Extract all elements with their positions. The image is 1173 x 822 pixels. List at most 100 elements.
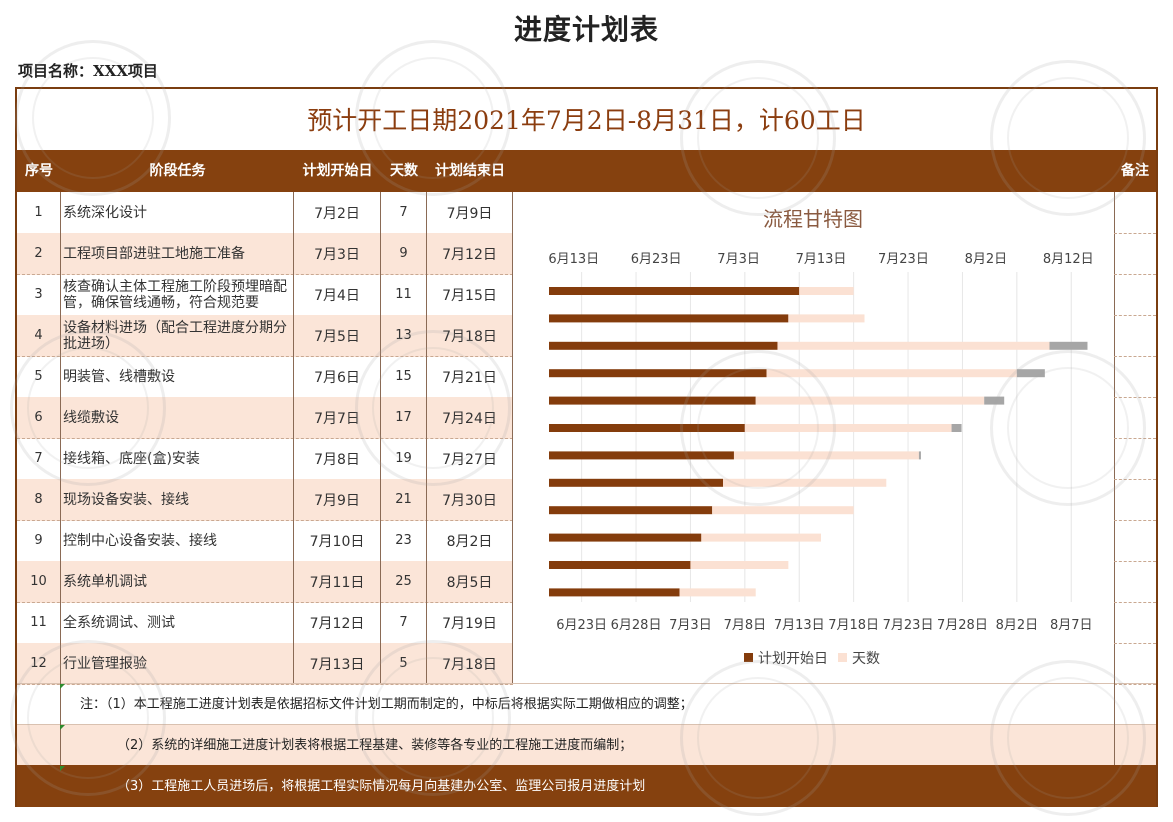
days-bar [744, 424, 952, 432]
end-date: 7月15日 [427, 274, 513, 315]
overlap-bar [1049, 341, 1088, 350]
table-row: 11 全系统调试、测试 7月12日 7 7月19日 [17, 602, 513, 644]
task-name: 控制中心设备安装、接线 [61, 520, 294, 561]
x-tick-label-top: 7月13日 [796, 252, 847, 267]
end-date: 7月30日 [427, 479, 513, 520]
days-bar [766, 369, 1017, 378]
x-tick-label-top: 6月13日 [548, 252, 599, 267]
remark-cell [1114, 684, 1156, 685]
schedule-banner: 预计开工日期2021年7月2日-8月31日，计60工日 [307, 106, 866, 135]
days-bar [712, 506, 854, 515]
end-date: 8月5日 [427, 561, 513, 602]
x-tick-label-bottom: 8月7日 [1050, 618, 1093, 633]
table-row: 3 核查确认主体工程施工阶段预埋暗配管，确保管线通畅，符合规范要 7月4日 11 7月1… [17, 274, 513, 316]
start-bar [549, 561, 691, 569]
start-bar [549, 424, 745, 432]
watermark-seal [680, 660, 836, 816]
page-title: 进度计划表 [513, 13, 659, 46]
task-name: 系统深化设计 [61, 192, 294, 233]
header-start: 计划开始日 [302, 163, 373, 179]
task-name: 系统单机调试 [61, 561, 294, 602]
duration-days: 11 [381, 274, 427, 315]
watermark-seal [990, 350, 1146, 506]
watermark-seal [355, 330, 511, 486]
watermark-seal [680, 350, 836, 506]
days-bar [777, 341, 1050, 350]
end-date: 7月19日 [427, 602, 513, 643]
x-tick-label-bottom: 7月28日 [937, 618, 988, 633]
start-date: 7月3日 [294, 233, 381, 274]
header-task: 阶段任务 [149, 163, 206, 179]
watermark-seal [680, 60, 836, 216]
row-number: 2 [17, 233, 61, 274]
remark-cell [1114, 479, 1156, 480]
start-bar [549, 341, 778, 350]
x-tick-label-bottom: 6月28日 [611, 618, 662, 633]
start-bar [549, 451, 734, 460]
duration-days: 9 [381, 233, 427, 274]
note-row-3: （3）工程施工人员进场后，将根据工程实际情况每月向基建办公室、监理公司报月进度计… [17, 765, 1156, 807]
row-number: 1 [17, 192, 61, 233]
table-row: 9 控制中心设备安装、接线 7月10日 23 8月2日 [17, 520, 513, 562]
row-number: 3 [17, 274, 61, 315]
x-tick-label-bottom: 7月3日 [669, 618, 712, 633]
end-date: 7月9日 [427, 192, 513, 233]
start-date: 7月9日 [294, 479, 381, 520]
duration-days: 25 [381, 561, 427, 602]
x-tick-label-bottom: 8月2日 [996, 618, 1039, 633]
end-date: 7月12日 [427, 233, 513, 274]
row-number: 10 [17, 561, 61, 602]
start-bar [549, 588, 680, 597]
legend-label-days: 天数 [852, 651, 880, 667]
days-bar [755, 396, 985, 405]
days-bar [799, 287, 854, 295]
end-date: 8月2日 [427, 520, 513, 561]
legend-swatch-days [838, 653, 847, 662]
note-3: （3）工程施工人员进场后，将根据工程实际情况每月向基建办公室、监理公司报月进度计… [117, 779, 646, 794]
duration-days: 7 [381, 192, 427, 233]
remark-cell [1114, 356, 1156, 357]
x-tick-label-top: 6月23日 [631, 252, 682, 267]
watermark-seal [10, 330, 166, 486]
duration-days: 23 [381, 520, 427, 561]
x-tick-label-bottom: 7月18日 [828, 618, 879, 633]
start-bar [549, 287, 800, 295]
start-date: 7月5日 [294, 315, 381, 356]
days-bar [701, 533, 821, 542]
start-bar [549, 369, 767, 378]
remark-cell [1114, 315, 1156, 316]
x-tick-label-top: 7月23日 [878, 252, 929, 267]
header-row [17, 150, 1156, 192]
remark-cell [1114, 233, 1156, 234]
table-row: 2 工程项目部进驻工地施工准备 7月3日 9 7月12日 [17, 233, 513, 275]
table-row: 8 现场设备安装、接线 7月9日 21 7月30日 [17, 479, 513, 521]
row-number: 8 [17, 479, 61, 520]
x-tick-label-top: 8月2日 [965, 252, 1008, 267]
start-bar [549, 478, 724, 487]
row-number: 9 [17, 520, 61, 561]
remark-cell [1114, 561, 1156, 562]
note-row-2: （2）系统的详细施工进度计划表将根据工程基建、装修等各专业的工程施工进度而编制； [17, 724, 1156, 765]
remark-cell [1114, 520, 1156, 521]
x-tick-label-bottom: 7月13日 [774, 618, 825, 633]
x-tick-label-bottom: 7月8日 [724, 618, 767, 633]
start-bar [549, 506, 713, 515]
row-number: 11 [17, 602, 61, 643]
days-bar [690, 561, 789, 569]
overlap-bar [951, 424, 962, 432]
remark-cell [1114, 602, 1156, 603]
watermark-seal [990, 660, 1146, 816]
task-name: 全系统调试、测试 [61, 602, 294, 643]
days-bar [788, 314, 865, 323]
watermark-seal [10, 640, 166, 796]
note-row-1: 注：（1）本工程施工进度计划表是依据招标文件计划工期而制定的，中标后将根据实际工… [17, 683, 1156, 724]
table-row: 10 系统单机调试 7月11日 25 8月5日 [17, 561, 513, 603]
x-tick-label-top: 7月3日 [717, 252, 760, 267]
duration-days: 21 [381, 479, 427, 520]
start-date: 7月12日 [294, 602, 381, 643]
watermark-seal [990, 60, 1146, 216]
start-date: 7月2日 [294, 192, 381, 233]
days-bar [679, 588, 756, 597]
task-name: 核查确认主体工程施工阶段预埋暗配管，确保管线通畅，符合规范要 [61, 274, 294, 315]
start-date: 7月4日 [294, 274, 381, 315]
